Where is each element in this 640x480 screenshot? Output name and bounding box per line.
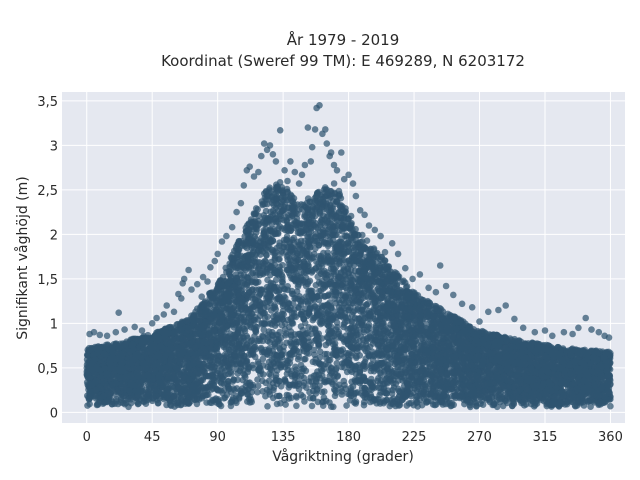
data-point (287, 333, 295, 340)
data-point (155, 399, 162, 407)
data-point (276, 179, 284, 186)
data-point (259, 355, 267, 363)
data-points (83, 102, 614, 411)
data-point (294, 238, 302, 246)
data-point (316, 348, 324, 356)
data-point (84, 402, 91, 409)
data-point (322, 341, 330, 349)
data-point (259, 377, 266, 385)
data-point (308, 402, 316, 410)
plot-area (62, 92, 625, 423)
data-point (298, 206, 306, 213)
data-point (607, 402, 614, 410)
data-point (289, 300, 297, 307)
data-point (285, 392, 293, 399)
data-point (341, 250, 348, 258)
data-point (273, 400, 281, 408)
data-point (259, 388, 267, 395)
data-point (352, 400, 360, 407)
data-point (264, 403, 271, 410)
data-point (333, 360, 341, 367)
data-point (260, 326, 268, 334)
data-point (316, 354, 324, 361)
data-point (587, 403, 594, 411)
data-point (321, 388, 328, 395)
data-point (300, 356, 308, 363)
data-point (429, 401, 437, 408)
data-point (265, 358, 273, 366)
data-point (330, 180, 338, 187)
data-point (343, 402, 350, 409)
data-point (499, 402, 507, 410)
data-point (312, 281, 320, 289)
